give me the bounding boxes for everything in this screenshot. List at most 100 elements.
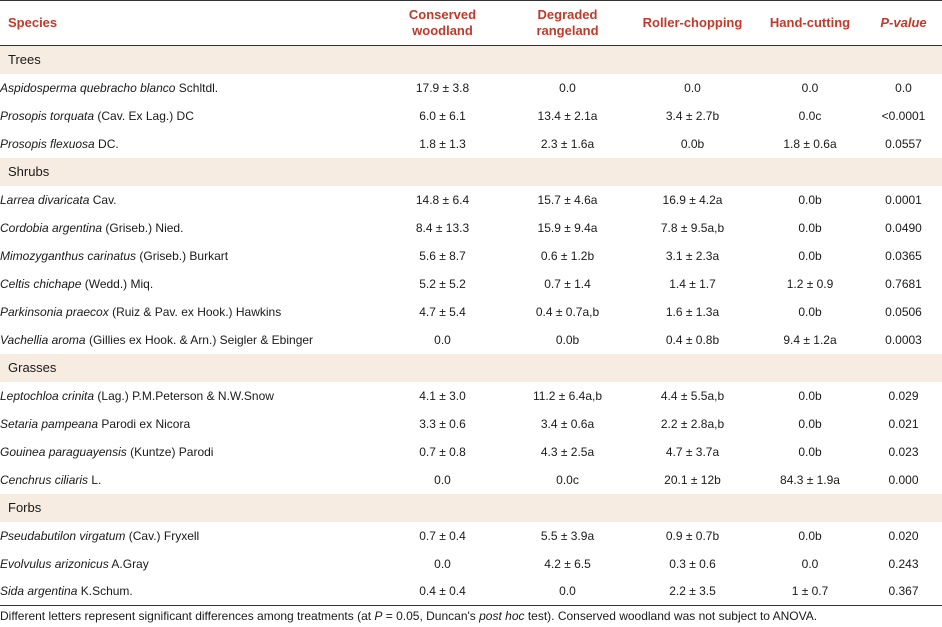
value-conserved: 14.8 ± 6.4 (415, 192, 470, 207)
value-degraded: 4.3 ± 2.5a (540, 444, 595, 459)
species-cell: Mimozyganthus carinatus (Griseb.) Burkar… (0, 242, 380, 270)
species-cell: Setaria pampeana Parodi ex Nicora (0, 410, 380, 438)
value-roller: 2.2 ± 3.5 (630, 577, 755, 606)
table-row: Parkinsonia praecox (Ruiz & Pav. ex Hook… (0, 298, 942, 326)
value-conserved: 1.8 ± 1.3 (419, 136, 466, 151)
value-hand: 0.0c (798, 108, 822, 123)
value-roller: 7.8 ± 9.5a,b (660, 220, 725, 235)
scientific-name: Pseudabutilon virgatum (0, 528, 126, 543)
value-hand: 1.2 ± 0.9 (786, 276, 834, 291)
value-hand: 0.0b (798, 416, 822, 431)
value-conserved: 0.7 ± 0.8 (419, 444, 466, 459)
authority: (Kuntze) Parodi (126, 444, 214, 459)
value-conserved: 4.1 ± 3.0 (419, 388, 466, 403)
value-p: 0.0490 (885, 220, 922, 235)
value-p: 0.7681 (885, 276, 922, 291)
value-p: 0.021 (888, 416, 919, 431)
value-p: 0.023 (888, 444, 919, 459)
value-hand: 1.8 ± 0.6a (783, 136, 837, 151)
scientific-name: Celtis chichape (0, 276, 82, 291)
table-row: Cordobia argentina (Griseb.) Nied. 8.4 ± … (0, 214, 942, 242)
group-row-shrubs: Shrubs (0, 157, 942, 186)
value-p: <0.0001 (881, 108, 926, 123)
footnote-text-1: Different letters represent significant … (0, 609, 375, 623)
value-roller: 1.4 ± 1.7 (669, 276, 716, 291)
scientific-name: Aspidosperma quebracho blanco (0, 80, 176, 95)
group-row-trees: Trees (0, 45, 942, 74)
value-p: 0.367 (865, 577, 942, 606)
group-row-forbs: Forbs (0, 493, 942, 522)
value-roller: 0.3 ± 0.6 (669, 556, 716, 571)
value-p: 0.0001 (885, 192, 922, 207)
scientific-name: Larrea divaricata (0, 192, 90, 207)
scientific-name: Setaria pampeana (0, 416, 99, 431)
species-cell: Cordobia argentina (Griseb.) Nied. (0, 214, 380, 242)
value-p: 0.0 (895, 80, 912, 95)
value-degraded: 11.2 ± 6.4a,b (532, 388, 603, 403)
value-conserved: 0.0 (434, 556, 451, 571)
species-cell: Larrea divaricata Cav. (0, 186, 380, 214)
table-row: Sida argentina K.Schum. 0.4 ± 0.4 0.0 2.2 ±… (0, 577, 942, 606)
value-conserved: 8.4 ± 13.3 (415, 220, 470, 235)
group-label: Forbs (0, 493, 942, 522)
authority: (Ruiz & Pav. ex Hook.) Hawkins (108, 304, 282, 319)
scientific-name: Prosopis flexuosa (0, 136, 95, 151)
value-degraded: 4.2 ± 6.5 (544, 556, 591, 571)
species-cell: Pseudabutilon virgatum (Cav.) Fryxell (0, 522, 380, 550)
scientific-name: Prosopis torquata (0, 108, 95, 123)
value-degraded: 0.0b (555, 332, 580, 347)
value-hand: 0.0b (798, 192, 822, 207)
authority: DC. (94, 136, 119, 151)
scientific-name: Mimozyganthus carinatus (0, 248, 137, 263)
authority: (Cav.) Fryxell (125, 528, 200, 543)
value-degraded: 0.7 ± 1.4 (544, 276, 591, 291)
value-hand: 0.0b (798, 304, 822, 319)
group-label: Shrubs (0, 157, 942, 186)
value-conserved: 5.2 ± 5.2 (419, 276, 466, 291)
table-row: Evolvulus arizonicus A.Gray 0.0 4.2 ± 6.5 0… (0, 550, 942, 578)
value-p: 0.0003 (885, 332, 922, 347)
scientific-name: Leptochloa crinita (0, 388, 95, 403)
table-row: Mimozyganthus carinatus (Griseb.) Burkar… (0, 242, 942, 270)
authority: (Lag.) P.M.Peterson & N.W.Snow (94, 388, 274, 403)
species-cell: Prosopis flexuosa DC. (0, 130, 380, 158)
table-row: Larrea divaricata Cav. 14.8 ± 6.4 15.7 ± 4… (0, 186, 942, 214)
value-p: 0.000 (888, 472, 919, 487)
value-roller: 4.4 ± 5.5a,b (660, 388, 725, 403)
value-hand: 0.0b (798, 528, 822, 543)
species-cell: Leptochloa crinita (Lag.) P.M.Peterson &… (0, 382, 380, 410)
value-p: 0.0557 (885, 136, 922, 151)
value-roller: 16.9 ± 4.2a (662, 192, 723, 207)
authority: (Wedd.) Miq. (81, 276, 154, 291)
species-cell: Celtis chichape (Wedd.) Miq. (0, 270, 380, 298)
footnote-p-symbol: P (374, 609, 383, 623)
table-row: Prosopis flexuosa DC. 1.8 ± 1.3 2.3 ± 1.6a… (0, 130, 942, 158)
scientific-name: Gouinea paraguayensis (0, 444, 127, 459)
authority: (Griseb.) Nied. (102, 220, 184, 235)
footnote-text-3: test). Conserved woodland was not subjec… (524, 609, 818, 623)
value-conserved: 6.0 ± 6.1 (419, 108, 466, 123)
header-roller-chopping: Roller-chopping (630, 0, 755, 46)
value-conserved: 0.7 ± 0.4 (419, 528, 466, 543)
value-roller: 2.2 ± 2.8a,b (660, 416, 725, 431)
authority: L. (88, 472, 102, 487)
value-conserved: 0.0 (434, 332, 451, 347)
value-conserved: 5.6 ± 8.7 (419, 248, 466, 263)
value-roller: 0.0b (680, 136, 705, 151)
value-conserved: 3.3 ± 0.6 (419, 416, 466, 431)
value-hand: 0.0 (801, 80, 819, 95)
value-roller: 20.1 ± 12b (664, 472, 721, 487)
table-row: Prosopis torquata (Cav. Ex Lag.) DC 6.0 ±… (0, 102, 942, 130)
header-conserved-line2: woodland (412, 23, 473, 38)
authority: Cav. (89, 192, 117, 207)
value-p: 0.243 (888, 556, 919, 571)
value-hand: 1 ± 0.7 (755, 577, 865, 606)
value-degraded: 0.0c (556, 472, 579, 487)
value-p: 0.0506 (885, 304, 922, 319)
table-row: Leptochloa crinita (Lag.) P.M.Peterson &… (0, 382, 942, 410)
scientific-name: Cenchrus ciliaris (0, 472, 89, 487)
value-hand: 0.0b (798, 220, 822, 235)
table-footnote: Different letters represent significant … (0, 609, 942, 623)
table-row: Setaria pampeana Parodi ex Nicora 3.3 ± 0… (0, 410, 942, 438)
group-row-grasses: Grasses (0, 353, 942, 382)
